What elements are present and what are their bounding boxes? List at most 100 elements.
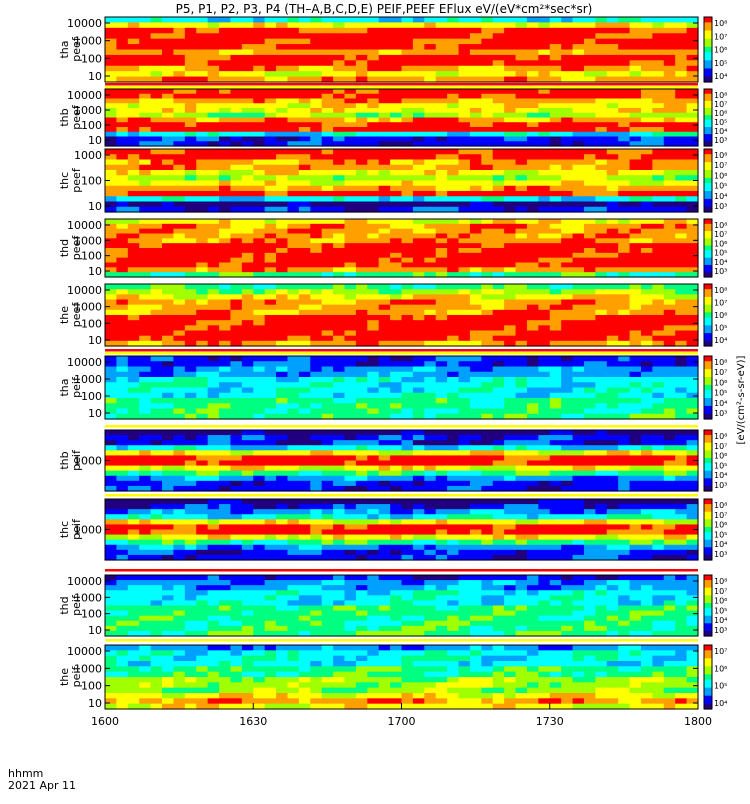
- heatmap-cell: [310, 234, 322, 239]
- heatmap-cell: [230, 514, 242, 520]
- heatmap-cell: [139, 325, 151, 331]
- heatmap-cell: [561, 22, 573, 28]
- heatmap-cell: [242, 325, 254, 331]
- heatmap-cell: [219, 361, 231, 367]
- heatmap-cell: [584, 219, 596, 224]
- heatmap-cell: [641, 224, 653, 229]
- heatmap-cell: [151, 137, 163, 142]
- heatmap-cell: [436, 94, 448, 99]
- heatmap-cell: [196, 305, 208, 311]
- heatmap-cell: [493, 455, 505, 461]
- heatmap-cell: [641, 377, 653, 383]
- heatmap-cell: [504, 455, 516, 461]
- heatmap-cell: [561, 196, 573, 202]
- heatmap-cell: [402, 238, 414, 243]
- heatmap-cell: [413, 284, 425, 290]
- heatmap-cell: [344, 238, 356, 243]
- heatmap-cell: [504, 60, 516, 66]
- heatmap-cell: [116, 175, 128, 181]
- heatmap-cell: [402, 219, 414, 224]
- heatmap-cell: [139, 248, 151, 253]
- heatmap-cell: [310, 310, 322, 316]
- heatmap-cell: [287, 202, 299, 208]
- heatmap-cell: [424, 519, 436, 525]
- heatmap-cell: [687, 60, 699, 66]
- heatmap-cell: [344, 524, 356, 530]
- heatmap-cell: [162, 196, 174, 202]
- heatmap-cell: [367, 154, 379, 160]
- heatmap-cell: [573, 137, 585, 142]
- heatmap-cell: [447, 356, 459, 362]
- heatmap-cell: [459, 372, 471, 378]
- heatmap-cell: [584, 258, 596, 263]
- heatmap-cell: [447, 388, 459, 394]
- heatmap-cell: [367, 137, 379, 142]
- heatmap-cell: [573, 103, 585, 108]
- heatmap-cell: [208, 476, 220, 482]
- panel-label-product: peef: [70, 235, 83, 261]
- heatmap-cell: [379, 44, 391, 50]
- heatmap-cell: [470, 99, 482, 104]
- heatmap-cell: [493, 175, 505, 181]
- heatmap-cell: [493, 466, 505, 472]
- heatmap-cell: [595, 50, 607, 56]
- heatmap-cell: [116, 234, 128, 239]
- heatmap-cell: [196, 430, 208, 436]
- heatmap-cell: [402, 17, 414, 23]
- heatmap-cell: [253, 430, 265, 436]
- heatmap-cell: [287, 17, 299, 23]
- heatmap-cell: [379, 224, 391, 229]
- heatmap-cell: [584, 393, 596, 399]
- heatmap-cell: [413, 165, 425, 171]
- heatmap-cell: [413, 28, 425, 34]
- heatmap-cell: [151, 122, 163, 127]
- heatmap-cell: [436, 127, 448, 132]
- heatmap-cell: [641, 238, 653, 243]
- heatmap-cell: [219, 229, 231, 234]
- heatmap-cell: [527, 336, 539, 342]
- heatmap-cell: [367, 118, 379, 123]
- heatmap-cell: [595, 175, 607, 181]
- heatmap-cell: [561, 284, 573, 290]
- heatmap-cell: [493, 284, 505, 290]
- heatmap-cell: [652, 219, 664, 224]
- heatmap-cell: [618, 514, 630, 520]
- heatmap-cell: [379, 450, 391, 456]
- heatmap-cell: [344, 393, 356, 399]
- heatmap-cell: [504, 524, 516, 530]
- y-tick-label: 10: [88, 265, 102, 278]
- heatmap-cell: [595, 435, 607, 441]
- heatmap-cell: [230, 127, 242, 132]
- heatmap-cell: [162, 461, 174, 467]
- heatmap-cell: [185, 191, 197, 197]
- heatmap-cell: [367, 248, 379, 253]
- heatmap-cell: [185, 108, 197, 113]
- heatmap-cell: [185, 39, 197, 45]
- heatmap-cell: [230, 471, 242, 477]
- heatmap-cell: [527, 367, 539, 373]
- heatmap-cell: [379, 409, 391, 415]
- heatmap-cell: [618, 71, 630, 77]
- heatmap-cell: [299, 243, 311, 248]
- heatmap-cell: [162, 22, 174, 28]
- heatmap-cell: [402, 127, 414, 132]
- heatmap-cell: [607, 440, 619, 446]
- heatmap-cell: [139, 499, 151, 505]
- heatmap-cell: [561, 137, 573, 142]
- heatmap-cell: [173, 284, 185, 290]
- heatmap-cell: [618, 267, 630, 272]
- heatmap-cell: [299, 361, 311, 367]
- heatmap-cell: [424, 55, 436, 61]
- heatmap-cell: [310, 219, 322, 224]
- heatmap-cell: [344, 461, 356, 467]
- heatmap-cell: [652, 28, 664, 34]
- heatmap-cell: [105, 461, 117, 467]
- heatmap-cell: [151, 445, 163, 451]
- heatmap-cell: [470, 430, 482, 436]
- heatmap-cell: [265, 229, 277, 234]
- colorbar-tick-label: 10⁸: [714, 19, 727, 28]
- heatmap-cell: [630, 71, 642, 77]
- heatmap-cell: [242, 50, 254, 56]
- heatmap-cell: [436, 17, 448, 23]
- heatmap-cell: [287, 234, 299, 239]
